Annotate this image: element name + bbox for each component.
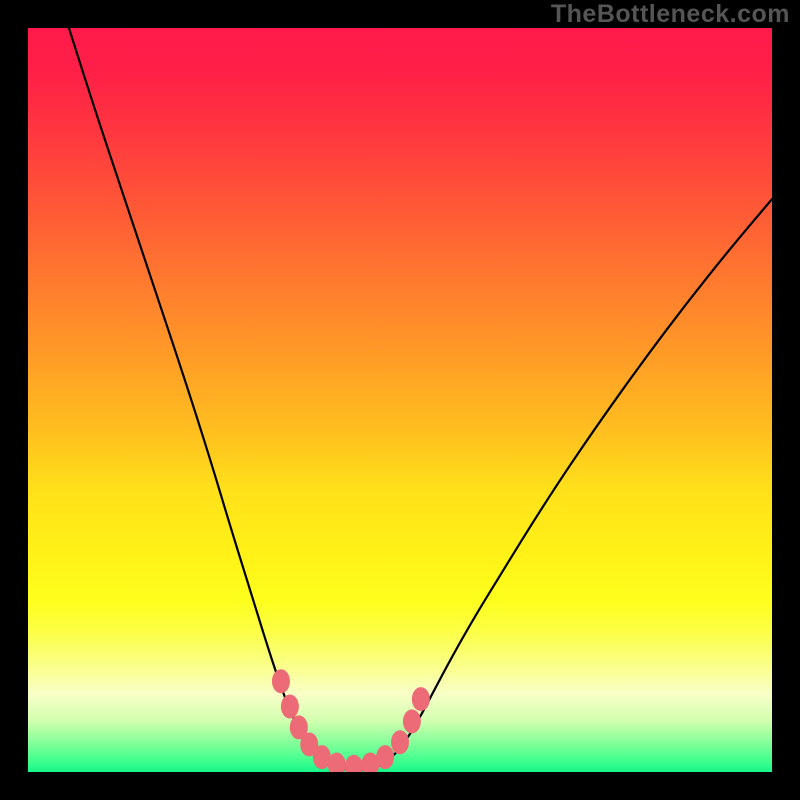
curve-marker <box>281 695 299 719</box>
watermark-text: TheBottleneck.com <box>551 0 790 29</box>
curve-marker <box>403 709 421 733</box>
curve-marker <box>376 745 394 769</box>
background-gradient-rect <box>28 28 772 772</box>
curve-marker <box>412 687 430 711</box>
plot-area <box>28 28 772 772</box>
curve-marker <box>391 730 409 754</box>
curve-marker <box>272 669 290 693</box>
plot-svg <box>28 28 772 772</box>
